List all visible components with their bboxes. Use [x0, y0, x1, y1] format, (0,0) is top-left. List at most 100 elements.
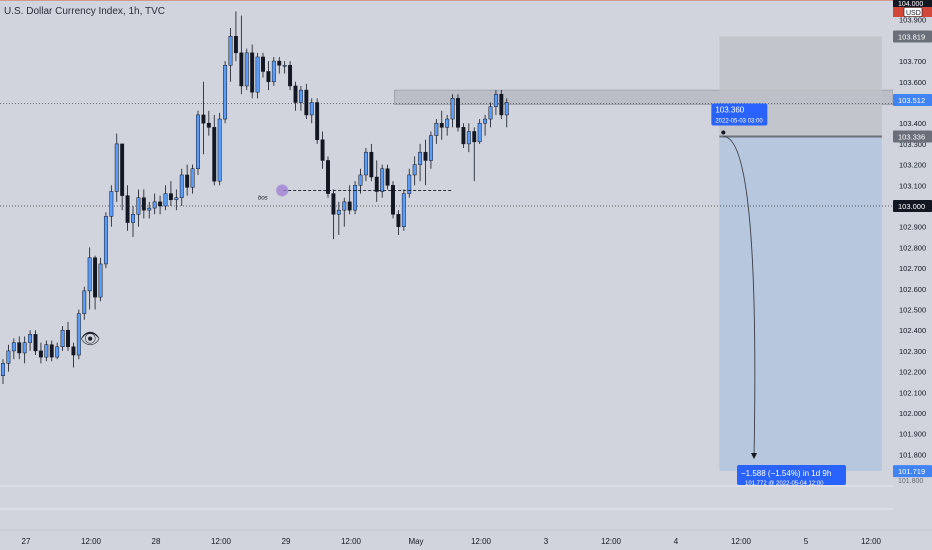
price-tick-label: 102.600: [899, 285, 926, 294]
candle: [174, 189, 179, 211]
candle-body: [201, 114, 206, 124]
candle-body: [44, 344, 49, 358]
candle: [38, 342, 43, 364]
candle-body: [304, 89, 309, 116]
entry-price-tag-text: 103.336: [898, 132, 925, 141]
candle-body: [461, 127, 466, 145]
candle-body: [147, 207, 152, 211]
candle-body: [488, 106, 493, 120]
candle: [196, 110, 200, 175]
candle-body: [445, 118, 450, 128]
price-tick-label: 103.900: [899, 16, 926, 25]
candle-body: [336, 209, 341, 215]
candle: [428, 131, 433, 169]
price-tick-label: 102.300: [899, 347, 926, 356]
candle: [55, 342, 60, 360]
candle-body: [396, 214, 401, 227]
candle: [49, 340, 54, 362]
candle: [472, 127, 477, 182]
candle: [60, 326, 65, 351]
eye-icon[interactable]: 👁: [80, 331, 101, 348]
target-zone: [719, 136, 882, 472]
candle-body: [98, 263, 103, 298]
candle-body: [428, 135, 433, 161]
candle-body: [228, 36, 233, 66]
candle-body: [71, 346, 76, 356]
price-tick-label: 103.600: [899, 78, 926, 87]
candle: [298, 85, 303, 111]
candle: [87, 247, 92, 310]
candle: [147, 201, 152, 219]
candle: [461, 123, 466, 149]
price-tick-label: 103.100: [899, 181, 926, 190]
candle-body: [342, 201, 347, 211]
currency-tag: USD: [893, 7, 932, 17]
candle: [483, 114, 488, 136]
candle: [499, 90, 504, 120]
annotations: bos 103.360 2022-05-03 03:00 −1.588 (−1.54%…: [258, 103, 846, 487]
candle-body: [66, 329, 70, 348]
candle: [423, 139, 428, 186]
candle: [223, 61, 228, 124]
candle: [261, 52, 265, 78]
candle-body: [28, 334, 33, 343]
candle: [293, 81, 298, 111]
target-detail-text: 101.772 @ 2022-05-04 12:00: [745, 481, 824, 487]
candle: [233, 11, 238, 62]
candle-body: [423, 151, 428, 161]
candle: [412, 156, 417, 186]
candle: [401, 189, 406, 231]
candle-body: [190, 168, 195, 188]
price-tick-label: 102.000: [899, 409, 926, 418]
level-price-tag: 103.000: [893, 200, 932, 212]
target-price-tag-text: 101.719: [898, 467, 925, 476]
candle: [450, 94, 455, 128]
price-tick-label: 101.900: [899, 430, 926, 439]
candle: [109, 185, 114, 227]
candle: [17, 336, 22, 360]
candle-body: [233, 36, 238, 54]
time-tick-label: 28: [152, 537, 161, 546]
time-axis-bg: [0, 530, 932, 550]
candle: [28, 330, 33, 351]
candle-body: [136, 197, 141, 215]
candle: [504, 98, 509, 128]
price-tick-label: 103.700: [899, 57, 926, 66]
candle-body: [33, 334, 38, 352]
arrow-head: [751, 453, 757, 459]
candle-body: [369, 151, 374, 178]
price-axis-bg: [893, 0, 932, 530]
candle-body: [434, 122, 439, 136]
top-value-text: 104.000: [898, 1, 923, 8]
candle: [288, 61, 293, 91]
time-tick-label: 29: [282, 537, 291, 546]
last-price-tag-bg: [893, 94, 932, 107]
price-tick-label: 103.200: [899, 161, 926, 170]
candle-body: [114, 143, 119, 192]
candle-body: [239, 52, 244, 87]
candle: [363, 148, 368, 182]
candle-body: [82, 290, 87, 314]
candle: [320, 131, 325, 169]
candle: [439, 110, 444, 140]
candle: [326, 156, 330, 198]
candle-body: [261, 56, 265, 72]
candle: [266, 61, 271, 91]
candle-body: [120, 143, 125, 196]
candles: [1, 11, 509, 385]
candle-body: [244, 52, 249, 87]
price-tick-label: 102.800: [899, 243, 926, 252]
currency-text: USD: [906, 10, 921, 17]
price-axis: 103.900103.700103.600103.500103.400103.3…: [893, 0, 932, 530]
candle-body: [93, 257, 98, 298]
price-tick-label: 102.400: [899, 326, 926, 335]
stop-price-tag-text: 103.819: [898, 32, 925, 41]
candle-body: [87, 257, 92, 292]
price-tick-label: 102.700: [899, 264, 926, 273]
candle-body: [76, 313, 81, 356]
candle-body: [374, 176, 379, 192]
candle-body: [179, 174, 184, 198]
candle-body: [49, 344, 54, 358]
price-tick-label: 102.200: [899, 368, 926, 377]
